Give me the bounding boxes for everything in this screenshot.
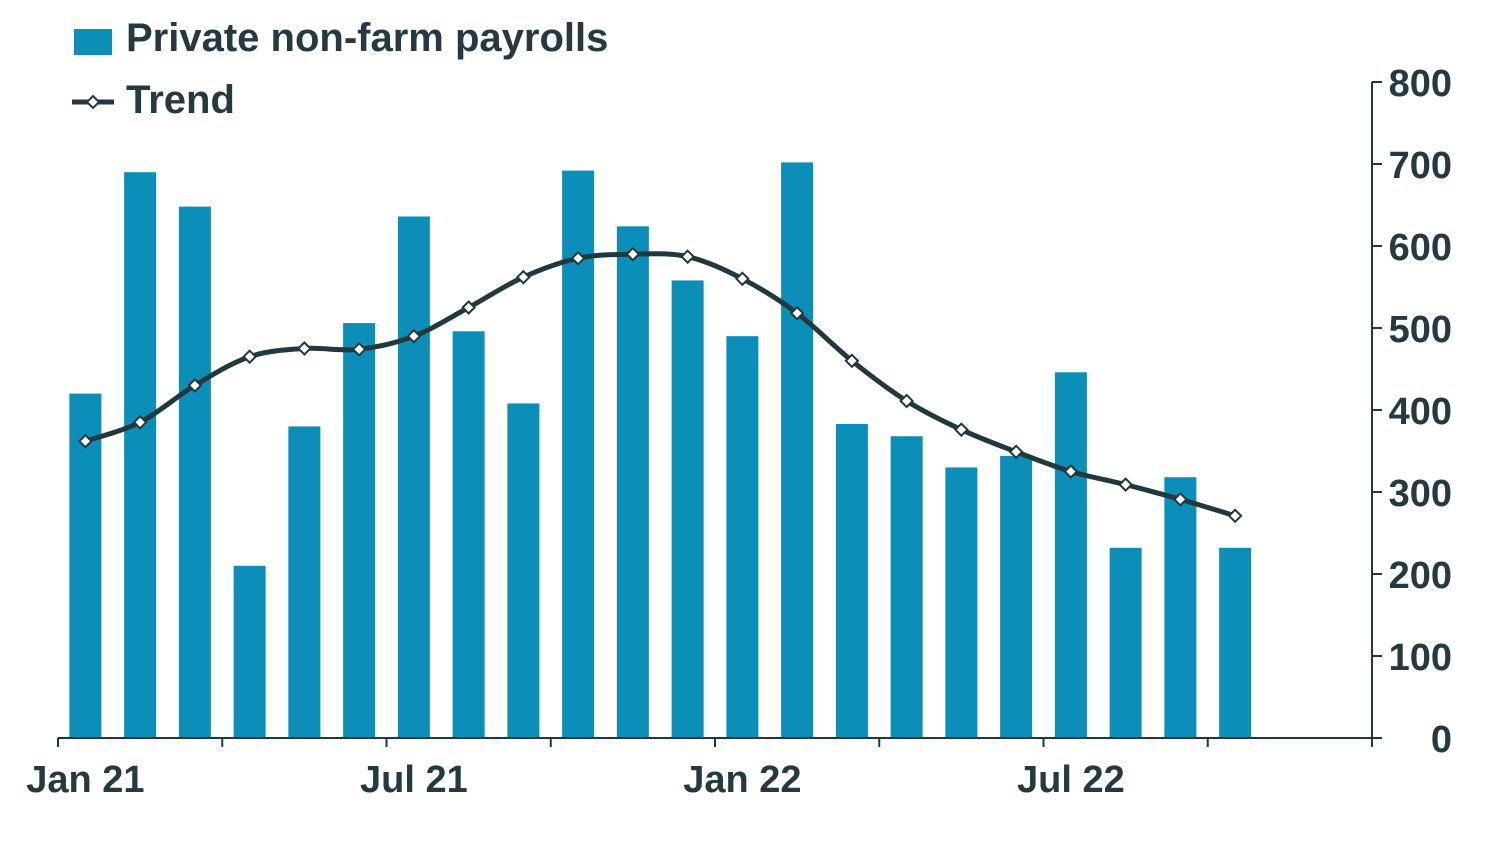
legend: Private non-farm payrolls Trend: [72, 16, 608, 122]
legend-label-payrolls: Private non-farm payrolls: [126, 16, 608, 60]
bar-jun-22: [1000, 455, 1033, 738]
y-tick-label: 0: [1431, 719, 1452, 761]
x-tick-label: Jan 22: [683, 759, 801, 801]
trend-point-may-22: [953, 422, 969, 438]
y-tick-label: 400: [1389, 391, 1452, 433]
axes-group: [57, 81, 1382, 747]
trend-point-mar-22: [844, 353, 860, 369]
trend-point-feb-22: [789, 305, 805, 321]
trend-point-jun-22: [1008, 444, 1024, 460]
bar-mar-22: [835, 423, 868, 738]
trend-point-sep-22: [1172, 491, 1188, 507]
bar-feb-22: [781, 162, 814, 739]
trend-point-jan-22: [734, 271, 750, 287]
bar-jul-21: [397, 216, 430, 739]
trend-point-jul-21: [406, 328, 422, 344]
y-tick-label: 300: [1389, 473, 1452, 515]
y-tick-label: 100: [1389, 637, 1452, 679]
legend-label-trend: Trend: [126, 78, 235, 122]
trend-point-apr-21: [242, 349, 258, 365]
bar-apr-21: [233, 565, 266, 738]
trend-group: [77, 246, 1243, 524]
labels-group: 0 100 200 300 400 500 600 700 800 Jan 21 Jul 21 Jan…: [26, 63, 1452, 801]
bar-jan-21: [69, 393, 102, 738]
trend-point-jun-21: [351, 341, 367, 357]
trend-point-apr-22: [899, 393, 915, 409]
legend-swatch-payrolls: [74, 29, 112, 55]
bar-dec-21: [671, 280, 704, 738]
trend-point-jan-21: [77, 433, 93, 449]
legend-marker-trend: [85, 94, 101, 110]
x-tick-label: Jul 21: [360, 759, 468, 801]
bar-sep-21: [507, 403, 540, 738]
y-tick-label: 200: [1389, 555, 1452, 597]
x-tick-label: Jul 22: [1017, 759, 1125, 801]
trend-point-dec-21: [680, 249, 696, 265]
x-tick-label: Jan 21: [26, 759, 144, 801]
trend-point-aug-21: [461, 300, 477, 315]
trend-point-sep-21: [515, 269, 531, 285]
bar-feb-21: [124, 172, 157, 738]
bar-sep-22: [1164, 477, 1197, 738]
bar-may-22: [945, 467, 978, 738]
y-tick-label: 500: [1389, 309, 1452, 351]
bar-aug-22: [1109, 547, 1142, 738]
bar-jan-22: [726, 336, 759, 738]
y-tick-label: 800: [1389, 63, 1452, 105]
bar-aug-21: [452, 331, 485, 738]
bar-apr-22: [890, 436, 923, 738]
trend-point-mar-21: [187, 377, 203, 393]
trend-point-jul-22: [1063, 464, 1079, 479]
bar-jul-22: [1054, 372, 1087, 738]
bars-group: [69, 162, 1252, 739]
trend-line: [84, 251, 1236, 519]
trend-point-feb-21: [132, 414, 148, 430]
trend-point-oct-22: [1227, 508, 1243, 524]
y-tick-label: 700: [1389, 145, 1452, 187]
bar-nov-21: [616, 226, 649, 738]
y-tick-label: 600: [1389, 227, 1452, 269]
bar-may-21: [288, 426, 321, 738]
bar-mar-21: [178, 206, 211, 738]
bar-jun-21: [343, 323, 376, 738]
trend-point-may-21: [296, 341, 312, 356]
trend-point-aug-22: [1118, 477, 1134, 493]
trend-point-oct-21: [570, 250, 586, 266]
bar-oct-22: [1219, 547, 1252, 738]
trend-point-nov-21: [625, 246, 641, 262]
